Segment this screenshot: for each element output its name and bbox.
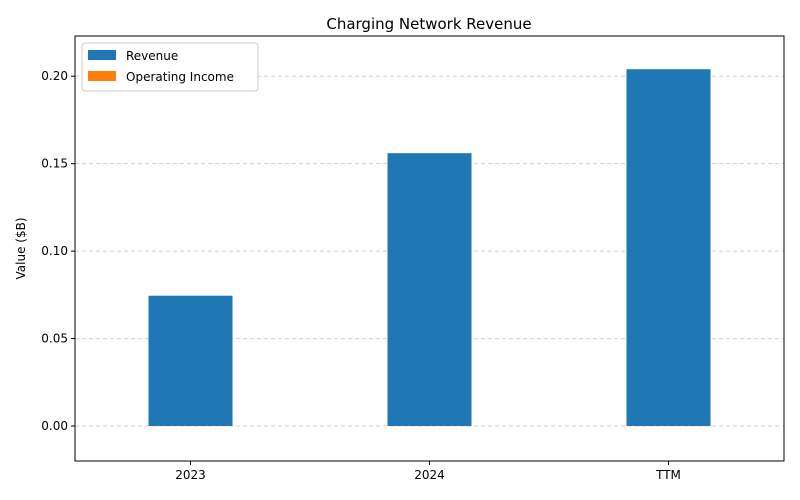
bars — [148, 69, 711, 427]
y-axis-ticks: 0.00 0.05 0.10 0.15 0.20 — [41, 69, 75, 433]
legend-label-revenue: Revenue — [126, 49, 178, 63]
bar-revenue-2023 — [148, 295, 233, 427]
legend-frame — [81, 42, 259, 92]
x-tick-label: 2024 — [414, 468, 445, 482]
bar-revenue-2024 — [387, 153, 472, 427]
legend-swatch-operating-income — [88, 71, 116, 81]
y-axis-title: Value ($B) — [14, 218, 28, 280]
x-tick-label: 2023 — [175, 468, 206, 482]
y-tick-label: 0.05 — [41, 332, 68, 346]
legend: Revenue Operating Income — [81, 42, 259, 92]
x-axis-ticks: 2023 2024 TTM — [175, 461, 681, 482]
x-tick-label: TTM — [655, 468, 681, 482]
y-tick-label: 0.15 — [41, 157, 68, 171]
legend-label-operating-income: Operating Income — [126, 70, 234, 84]
y-tick-label: 0.20 — [41, 69, 68, 83]
y-tick-label: 0.10 — [41, 244, 68, 258]
legend-swatch-revenue — [88, 50, 116, 60]
chart-title: Charging Network Revenue — [326, 15, 531, 33]
bar-revenue-ttm — [626, 69, 711, 427]
y-tick-label: 0.00 — [41, 419, 68, 433]
